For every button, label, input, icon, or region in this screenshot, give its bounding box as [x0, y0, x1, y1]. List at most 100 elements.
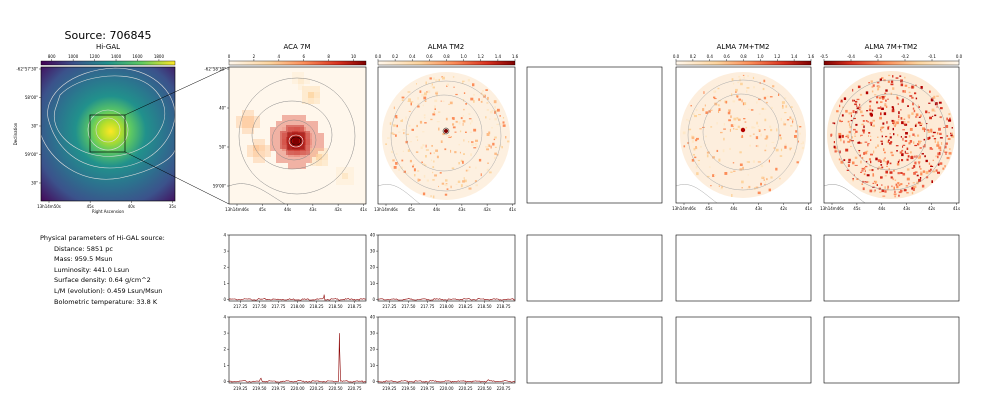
speckle [843, 140, 845, 144]
speckle [770, 128, 773, 132]
speckle [856, 98, 860, 101]
speckle [494, 117, 497, 121]
speckle [918, 116, 921, 118]
speckle [834, 150, 837, 153]
spectrum-panel: 217.25 217.50 217.75 218.00 218.25 218.50 218.… [223, 233, 367, 309]
speckle [920, 172, 923, 176]
speckle [890, 141, 893, 143]
speckle [848, 123, 851, 126]
speckle [894, 195, 896, 198]
speckle [682, 131, 686, 135]
speckle [946, 156, 950, 160]
param-luminosity: Luminosity: 441.0 Lsun [54, 265, 130, 274]
speckle [470, 153, 472, 157]
speckle [889, 171, 893, 174]
speckle [793, 152, 796, 155]
speckle [884, 175, 887, 177]
speckle [864, 151, 868, 155]
speckle [486, 102, 489, 104]
x-tick-label: 42s [928, 206, 935, 211]
speckle [432, 77, 435, 80]
speckle [691, 140, 695, 143]
speckle [902, 137, 904, 141]
speckle [459, 130, 462, 133]
colorbar-tick-label: 1000 [68, 54, 79, 59]
speckle [928, 111, 930, 114]
speckle [911, 112, 914, 115]
speckle [426, 179, 429, 182]
speckle [916, 155, 918, 159]
speckle [741, 180, 744, 184]
speckle [763, 79, 766, 83]
speckle [848, 158, 851, 162]
speckle [938, 146, 942, 150]
colorbar-tick-label: 8 [327, 54, 330, 59]
speckle [745, 126, 748, 129]
pixel [300, 133, 306, 139]
speckle [890, 80, 894, 83]
speckle [860, 171, 863, 173]
speckle [743, 76, 745, 79]
speckle [904, 140, 908, 142]
speckle [930, 165, 934, 167]
speckle [735, 91, 737, 93]
speckle [718, 108, 721, 111]
speckle [839, 150, 841, 154]
spectrum-line [228, 333, 367, 383]
pixel [247, 151, 253, 157]
speckle [763, 129, 766, 131]
y-tick-label: -62°58'30" [204, 67, 226, 72]
speckle [695, 139, 698, 142]
pixel [306, 121, 312, 127]
speckle [913, 141, 915, 144]
speckle [861, 114, 864, 117]
speckle [714, 102, 718, 106]
speckle [898, 111, 900, 115]
speckle [431, 83, 433, 86]
speckle [895, 122, 897, 126]
speckle [434, 105, 436, 109]
colorbar-tick-label: 0.4 [707, 54, 714, 59]
speckle [887, 98, 889, 100]
pixel [314, 86, 320, 92]
speckle [879, 116, 882, 120]
colorbar-tick-label: 0.0 [673, 54, 680, 59]
colorbar-tick-label: 0.8 [443, 54, 450, 59]
speckle [499, 115, 501, 117]
speckle [387, 137, 390, 139]
pixel [342, 179, 348, 185]
speckle [737, 81, 740, 84]
colorbar [823, 60, 960, 66]
pixel [298, 149, 304, 155]
x-tick-label: 13h14m46s [374, 207, 398, 212]
speckle [789, 148, 791, 151]
speckle [860, 110, 863, 114]
speckle [830, 133, 833, 136]
speckle [695, 108, 698, 112]
speckle [467, 169, 470, 172]
speckle [743, 102, 747, 105]
speckle [867, 143, 870, 145]
speckle [919, 168, 922, 170]
speckle [920, 171, 923, 173]
speckle [843, 159, 846, 161]
speckle [424, 122, 427, 124]
speckle [857, 85, 861, 89]
speckle [453, 86, 455, 88]
speckle [422, 104, 424, 107]
speckle [714, 174, 717, 176]
speckle [922, 170, 926, 173]
plot-frame [377, 316, 516, 384]
speckle [899, 151, 903, 154]
speckle [865, 120, 868, 122]
speckle [903, 118, 906, 120]
speckle [710, 109, 713, 111]
y-tick-label: 1 [223, 281, 226, 286]
speckle [880, 140, 883, 142]
speckle [486, 133, 490, 136]
colorbar-tick-label: 4 [278, 54, 281, 59]
zoom-box [89, 114, 126, 153]
speckle [440, 100, 442, 102]
pixel [280, 143, 286, 149]
speckle [907, 114, 911, 118]
